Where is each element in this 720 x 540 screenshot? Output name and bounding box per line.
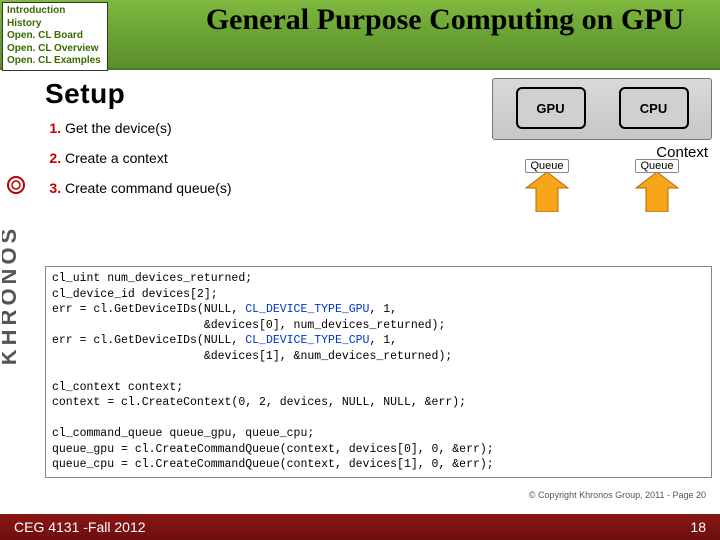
code-block: cl_uint num_devices_returned; cl_device_… [45, 266, 712, 478]
context-diagram: GPUCPU Context QueueQueue [492, 78, 712, 212]
nav-item[interactable]: Open. CL Overview [7, 43, 101, 56]
footer-bar: CEG 4131 -Fall 2012 18 [0, 514, 720, 540]
queue-label: Queue [635, 159, 678, 173]
up-arrow-icon [524, 172, 570, 212]
svg-text:KHRONOS: KHRONOS [2, 225, 21, 365]
nav-box: IntroductionHistoryOpen. CL BoardOpen. C… [2, 2, 108, 71]
nav-item[interactable]: Open. CL Examples [7, 55, 101, 68]
copyright: © Copyright Khronos Group, 2011 - Page 2… [529, 490, 706, 500]
up-arrow-icon [634, 172, 680, 212]
footer-left: CEG 4131 -Fall 2012 [14, 519, 146, 535]
nav-item[interactable]: History [7, 18, 101, 31]
device-box: GPU [516, 87, 586, 129]
slide-title: General Purpose Computing on GPU [180, 4, 710, 36]
khronos-logo: KHRONOS [0, 80, 32, 510]
device-box: CPU [619, 87, 689, 129]
footer-right: 18 [690, 519, 706, 535]
nav-item[interactable]: Introduction [7, 5, 101, 18]
queue-label: Queue [525, 159, 568, 173]
nav-item[interactable]: Open. CL Board [7, 30, 101, 43]
